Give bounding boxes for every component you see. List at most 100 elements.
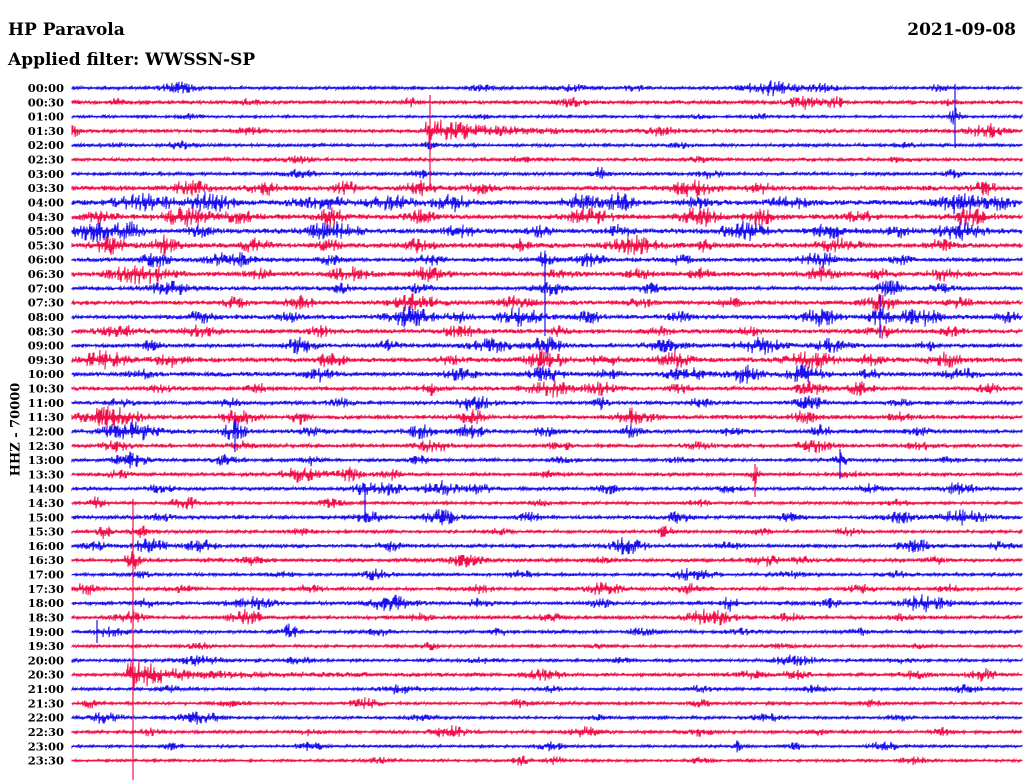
time-label-0830: 08:30 [28,324,64,338]
trace-row-2330[interactable] [71,755,1023,766]
time-label-0530: 05:30 [28,238,64,252]
time-label-2030: 20:30 [28,668,64,682]
trace-row-2230[interactable] [71,725,1023,738]
trace-row-1400[interactable] [71,480,1023,496]
time-label-0000: 00:00 [28,81,64,95]
time-label-2330: 23:30 [28,754,64,768]
trace-row-1500[interactable] [71,509,1023,526]
trace-row-0830[interactable] [71,324,1023,340]
trace-row-0400[interactable] [71,191,1023,215]
time-label-2000: 20:00 [28,653,64,667]
trace-row-0630[interactable] [71,265,1023,285]
time-label-0330: 03:30 [28,181,64,195]
trace-row-0300[interactable] [71,167,1023,180]
time-label-0900: 09:00 [28,339,64,353]
trace-row-0330[interactable] [71,179,1023,198]
trace-row-0800[interactable] [71,306,1023,328]
trace-row-1000[interactable] [71,364,1023,384]
time-label-0230: 02:30 [28,153,64,167]
trace-row-1300[interactable] [71,451,1023,469]
trace-row-2100[interactable] [71,684,1023,695]
time-label-1900: 19:00 [28,625,64,639]
time-label-1130: 11:30 [28,410,64,424]
time-label-0800: 08:00 [28,310,64,324]
time-label-0930: 09:30 [28,353,64,367]
trace-row-1530[interactable] [71,525,1023,540]
trace-row-0600[interactable] [71,250,1023,269]
trace-row-1430[interactable] [71,496,1023,510]
trace-row-1700[interactable] [71,568,1023,581]
time-label-1930: 19:30 [28,639,64,653]
time-label-1730: 17:30 [28,582,64,596]
trace-row-2130[interactable] [71,697,1023,709]
time-label-0600: 06:00 [28,253,64,267]
time-label-1030: 10:30 [28,382,64,396]
time-label-2200: 22:00 [28,711,64,725]
trace-row-1830[interactable] [71,608,1023,626]
trace-row-0100[interactable] [71,107,1023,125]
trace-row-0130[interactable] [71,119,1023,145]
trace-row-1630[interactable] [71,551,1023,570]
time-label-1100: 11:00 [28,396,64,410]
trace-row-1200[interactable] [71,420,1023,441]
trace-row-0000[interactable] [71,80,1023,97]
time-label-2100: 21:00 [28,682,64,696]
trace-row-1330[interactable] [71,466,1023,484]
time-label-0730: 07:30 [28,296,64,310]
station-title: HP Paravola [8,20,125,40]
trace-row-1100[interactable] [71,395,1023,412]
trace-row-0500[interactable] [71,220,1023,243]
time-label-2130: 21:30 [28,696,64,710]
trace-row-0230[interactable] [71,155,1023,165]
trace-row-0200[interactable] [71,140,1023,150]
time-label-0400: 04:00 [28,196,64,210]
time-label-1500: 15:00 [28,510,64,524]
time-label-2230: 22:30 [28,725,64,739]
time-label-1230: 12:30 [28,439,64,453]
time-label-1800: 18:00 [28,596,64,610]
time-label-1630: 16:30 [28,553,64,567]
time-label-0500: 05:00 [28,224,64,238]
filter-label: Applied filter: WWSSN-SP [8,50,256,70]
trace-row-0930[interactable] [71,347,1023,371]
time-label-0300: 03:00 [28,167,64,181]
trace-row-0530[interactable] [71,234,1023,256]
trace-row-2030[interactable] [71,659,1023,690]
trace-row-0900[interactable] [71,336,1023,355]
time-label-1330: 13:30 [28,467,64,481]
time-label-1430: 14:30 [28,496,64,510]
date-label: 2021-09-08 [907,20,1016,40]
time-label-2300: 23:00 [28,739,64,753]
trace-row-0700[interactable] [71,280,1023,297]
trace-row-2000[interactable] [71,654,1023,667]
time-label-1000: 10:00 [28,367,64,381]
time-label-1530: 15:30 [28,525,64,539]
trace-row-2300[interactable] [71,740,1023,753]
time-label-1300: 13:00 [28,453,64,467]
time-label-1830: 18:30 [28,611,64,625]
time-label-0200: 02:00 [28,138,64,152]
trace-row-1600[interactable] [71,537,1023,555]
trace-row-1230[interactable] [71,439,1023,454]
time-label-0100: 01:00 [28,110,64,124]
trace-row-0430[interactable] [71,206,1023,229]
trace-row-1730[interactable] [71,581,1023,596]
time-label-1200: 12:00 [28,424,64,438]
trace-row-1800[interactable] [71,594,1023,613]
trace-row-2200[interactable] [71,711,1023,725]
time-label-0130: 01:30 [28,124,64,138]
time-label-0430: 04:30 [28,210,64,224]
time-label-0700: 07:00 [28,281,64,295]
trace-row-1900[interactable] [71,623,1023,638]
time-label-0630: 06:30 [28,267,64,281]
trace-row-0730[interactable] [71,293,1023,313]
trace-row-1930[interactable] [71,641,1023,651]
trace-row-0030[interactable] [71,95,1023,110]
trace-row-1030[interactable] [71,380,1023,398]
trace-row-1130[interactable] [71,405,1023,429]
time-label-1600: 16:00 [28,539,64,553]
time-label-0030: 00:30 [28,95,64,109]
time-label-1400: 14:00 [28,482,64,496]
